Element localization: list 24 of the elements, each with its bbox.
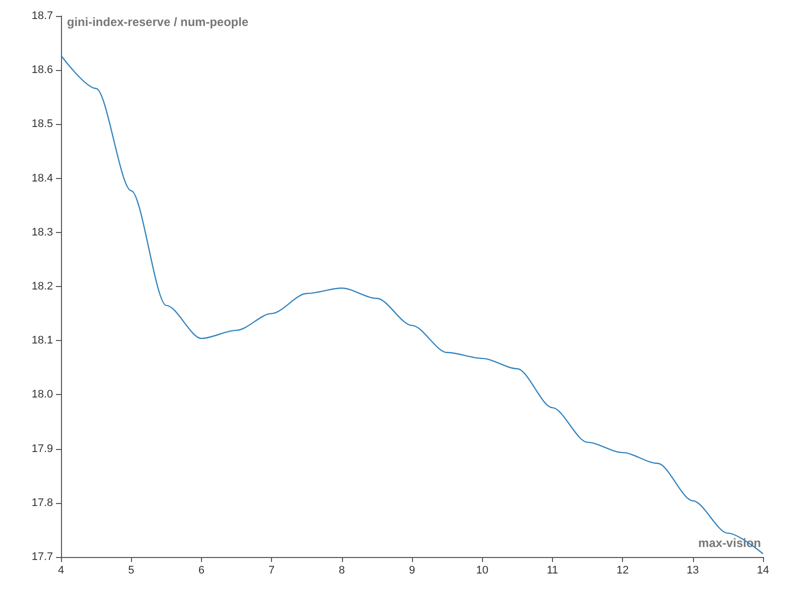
y-tick-label: 18.7	[32, 10, 53, 22]
y-tick-label: 18.4	[32, 172, 53, 184]
y-tick-label: 18.2	[32, 280, 53, 292]
x-tick-label: 13	[686, 564, 699, 576]
y-tick-label: 18.1	[32, 334, 53, 347]
y-tick-label: 18.3	[32, 226, 53, 238]
y-tick-label: 17.7	[32, 551, 53, 563]
x-tick-label: 6	[198, 564, 204, 576]
y-tick-label: 18.5	[32, 118, 53, 130]
x-tick-label: 12	[616, 564, 629, 576]
x-tick-label: 10	[476, 564, 488, 576]
y-axis-title: gini-index-reserve / num-people	[67, 15, 249, 29]
x-tick-label: 14	[756, 564, 770, 576]
y-tick-label: 18.0	[32, 388, 53, 401]
x-tick-label: 5	[128, 564, 134, 576]
x-tick-label: 8	[338, 564, 345, 576]
y-tick-label: 17.9	[32, 442, 53, 455]
x-tick-label: 9	[408, 564, 416, 576]
x-tick-label: 4	[58, 564, 64, 576]
x-tick-label: 11	[546, 564, 558, 576]
y-tick-label: 17.8	[32, 496, 53, 509]
y-tick-label: 18.6	[32, 64, 53, 76]
line-series	[60, 54, 764, 554]
x-tick-label: 7	[268, 564, 275, 576]
